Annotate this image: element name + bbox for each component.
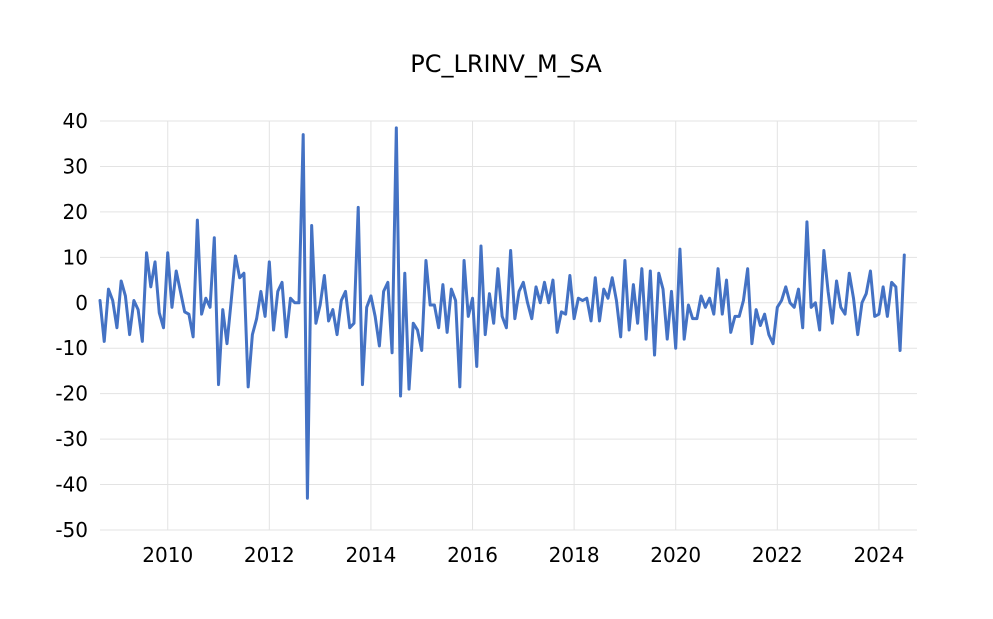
series-line [98,126,906,500]
y-tick-label: -30 [55,427,88,451]
y-tick-label: -20 [55,382,88,406]
y-tick-label: 30 [63,154,88,178]
y-tick-label: -40 [55,473,88,497]
series-layer [98,126,906,500]
y-tick-label: 0 [75,291,88,315]
x-tick-label: 2018 [549,543,600,567]
x-tick-label: 2020 [650,543,701,567]
x-tick-label: 2010 [142,543,193,567]
x-tick-label: 2012 [244,543,295,567]
y-tick-label: -50 [55,518,88,542]
y-tick-label: 40 [63,109,88,133]
chart-title: PC_LRINV_M_SA [410,50,602,78]
y-axis-ticks: 40 30 20 10 0 -10 -20 -30 -40 -50 [55,109,88,542]
x-axis-ticks: 2010 2012 2014 2016 2018 2020 2022 2024 [142,543,904,567]
y-tick-label: 20 [63,200,88,224]
x-tick-label: 2022 [752,543,803,567]
x-tick-label: 2024 [853,543,904,567]
y-tick-label: -10 [55,336,88,360]
x-tick-label: 2016 [447,543,498,567]
x-tick-label: 2014 [345,543,396,567]
y-tick-label: 10 [63,245,88,269]
